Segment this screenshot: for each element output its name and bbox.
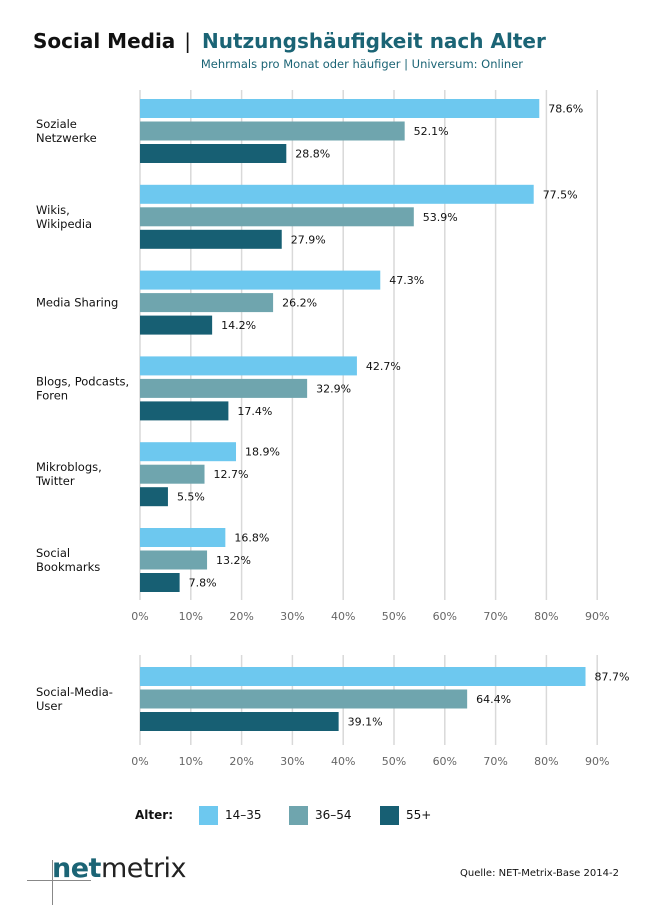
x-tick-label: 40% (331, 755, 355, 768)
legend-item-36-54: 36–54 (289, 804, 352, 826)
data-label: 77.5% (543, 188, 578, 201)
legend-swatch (199, 805, 218, 825)
data-label: 5.5% (177, 491, 205, 504)
x-tick-label: 0% (131, 610, 148, 623)
bar (140, 573, 180, 592)
chart-subtitle: Mehrmals pro Monat oder häufiger | Unive… (200, 57, 523, 71)
category-label: Soziale Netzwerke (36, 117, 97, 145)
bar (140, 550, 208, 570)
x-tick-label: 20% (229, 755, 253, 768)
bar-chart: 0% 10% 20% 30% 40% 50% 60% 70% 80% 90% Soziale Netz… (35, 90, 630, 768)
data-label: 87.7% (595, 671, 630, 684)
bar (140, 184, 534, 204)
bar (140, 712, 339, 731)
bar (140, 229, 282, 249)
data-label: 14.2% (221, 319, 256, 332)
data-label: 42.7% (366, 360, 401, 373)
bar (140, 528, 226, 547)
data-label: 26.2% (282, 297, 317, 310)
bar (140, 442, 237, 462)
category-label: Wikis, Wikipedia (36, 203, 92, 231)
bar (140, 99, 540, 118)
bar (140, 144, 287, 163)
bar (140, 356, 357, 376)
legend-label: 36–54 (315, 808, 352, 822)
x-tick-label: 50% (382, 610, 406, 623)
x-tick-label: 40% (331, 610, 355, 623)
x-tick-label: 80% (534, 755, 558, 768)
bar (140, 487, 168, 507)
legend-item-55-plus: 55+ (380, 804, 431, 826)
logo-crosshair-line (27, 880, 91, 881)
data-label: 17.4% (237, 405, 272, 418)
x-tick-label: 20% (229, 610, 253, 623)
category-label: Media Sharing (36, 296, 118, 310)
x-tick-label: 30% (280, 610, 304, 623)
data-label: 13.2% (216, 554, 251, 567)
x-tick-label: 50% (382, 755, 406, 768)
bar (140, 270, 381, 290)
bar (140, 293, 274, 313)
category-label: Mikroblogs, Twitter (35, 460, 102, 488)
data-label: 47.3% (389, 274, 424, 287)
netmetrix-logo: netmetrix (52, 853, 187, 884)
x-tick-label: 80% (534, 610, 558, 623)
data-label: 7.8% (189, 577, 217, 590)
data-label: 27.9% (291, 233, 326, 246)
chart-title: Social Media | Nutzungshäufigkeit nach A… (33, 29, 546, 53)
x-tick-label: 70% (483, 755, 507, 768)
data-label: 32.9% (316, 382, 351, 395)
category-label: Social Bookmarks (36, 546, 100, 574)
bar (140, 689, 468, 709)
x-tick-label: 70% (483, 610, 507, 623)
legend-label: 14–35 (225, 808, 262, 822)
bar (140, 667, 586, 686)
legend-item-14-35: 14–35 (199, 804, 262, 826)
source-note: Quelle: NET-Metrix-Base 2014-2 (460, 868, 619, 879)
bar (140, 207, 414, 227)
chart-title-accent: Nutzungshäufigkeit nach Alter (202, 29, 546, 53)
data-label: 78.6% (548, 103, 583, 116)
legend-title: Alter: (135, 808, 173, 822)
data-label: 64.4% (476, 693, 511, 706)
data-label: 18.9% (245, 446, 280, 459)
chart-title-separator: | (184, 29, 192, 53)
legend: Alter: 14–35 36–54 55+ (0, 804, 650, 828)
data-label: 16.8% (234, 532, 269, 545)
logo-net: net (52, 853, 101, 884)
x-tick-label: 60% (433, 755, 457, 768)
x-tick-label: 90% (585, 610, 609, 623)
category-label: Social-Media-User (36, 685, 113, 713)
bar (140, 315, 213, 335)
data-label: 39.1% (348, 716, 383, 729)
x-tick-label: 90% (585, 755, 609, 768)
logo-crosshair-line (52, 860, 53, 905)
legend-swatch (289, 805, 308, 825)
data-label: 53.9% (423, 211, 458, 224)
bar (140, 121, 405, 141)
x-tick-label: 0% (131, 755, 148, 768)
bar (140, 401, 229, 421)
category-label: Blogs, Podcasts, Foren (36, 374, 129, 402)
legend-label: 55+ (406, 808, 432, 822)
x-tick-label: 30% (280, 755, 304, 768)
data-label: 12.7% (214, 468, 249, 481)
x-tick-label: 10% (179, 755, 203, 768)
x-tick-label: 10% (179, 610, 203, 623)
logo-metrix: metrix (100, 853, 187, 884)
chart-title-main: Social Media (33, 29, 176, 53)
bar (140, 464, 205, 484)
data-label: 28.8% (295, 148, 330, 161)
x-tick-label: 60% (433, 610, 457, 623)
legend-swatch (380, 805, 399, 825)
bar (140, 378, 308, 398)
data-label: 52.1% (414, 125, 449, 138)
